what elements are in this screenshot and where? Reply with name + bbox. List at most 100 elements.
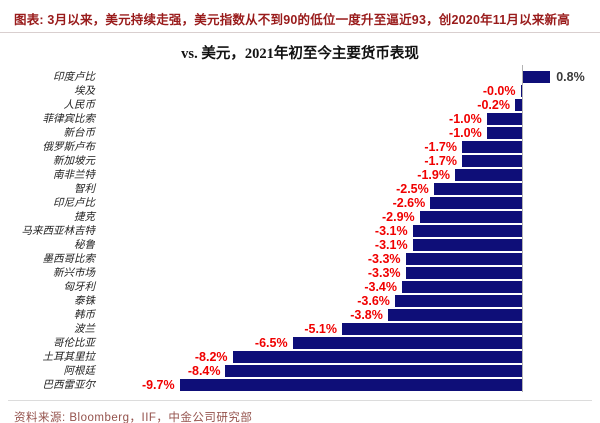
data-bar xyxy=(394,295,522,307)
category-label: 波兰 xyxy=(74,323,95,335)
value-label: -1.9% xyxy=(417,168,450,182)
bar-zone: -3.6% xyxy=(95,294,600,308)
chart-row: 哥伦比亚 -6.5% xyxy=(0,336,600,350)
bar-zone: -3.1% xyxy=(95,238,600,252)
value-label: -8.2% xyxy=(194,350,228,364)
data-bar xyxy=(341,323,522,335)
value-label: -1.7% xyxy=(424,154,457,168)
value-label: -3.1% xyxy=(374,238,408,252)
category-label: 土耳其里拉 xyxy=(42,351,96,363)
value-label: -1.0% xyxy=(449,112,482,126)
data-bar xyxy=(461,155,522,167)
value-label: -2.5% xyxy=(396,182,429,196)
value-label: -8.4% xyxy=(187,364,221,378)
category-label: 捷克 xyxy=(74,211,95,223)
bar-zone: -6.5% xyxy=(95,336,600,350)
category-label: 俄罗斯卢布 xyxy=(42,141,96,153)
bar-zone: -3.1% xyxy=(95,224,600,238)
category-label: 南非兰特 xyxy=(53,169,95,181)
data-bar xyxy=(401,281,522,293)
category-label: 印尼卢比 xyxy=(53,197,95,209)
data-bar xyxy=(514,99,522,111)
category-label: 哥伦比亚 xyxy=(53,337,95,349)
category-label: 阿根廷 xyxy=(63,365,96,377)
chart-row: 韩币 -3.8% xyxy=(0,308,600,322)
value-label: -1.7% xyxy=(424,140,457,154)
chart-row: 菲律宾比索 -1.0% xyxy=(0,112,600,126)
bar-zone: -0.0% xyxy=(95,84,600,98)
data-bar xyxy=(461,141,522,153)
data-bar xyxy=(486,127,522,139)
data-bar xyxy=(412,225,522,237)
bar-zone: -2.9% xyxy=(95,210,600,224)
data-bar xyxy=(179,379,522,391)
chart-row: 新台币 -1.0% xyxy=(0,126,600,140)
data-bar xyxy=(454,169,522,181)
category-label: 新台币 xyxy=(63,127,96,139)
chart-row: 阿根廷 -8.4% xyxy=(0,364,600,378)
chart-rows: 印度卢比 0.8% 埃及 -0.0% 人民币 -0.2% 菲律宾比索 -1.0% 新台币 -1.0… xyxy=(0,65,600,392)
value-label: -6.5% xyxy=(254,336,288,350)
data-bar xyxy=(405,253,522,265)
figure-header: 图表: 3月以来，美元持续走强，美元指数从不到90的低位一度升至逼近93，创20… xyxy=(0,0,600,33)
bar-zone: -3.8% xyxy=(95,308,600,322)
category-label: 埃及 xyxy=(74,85,95,97)
chart-row: 匈牙利 -3.4% xyxy=(0,280,600,294)
chart-row: 俄罗斯卢布 -1.7% xyxy=(0,140,600,154)
bar-zone: -3.4% xyxy=(95,280,600,294)
data-bar xyxy=(292,337,522,349)
category-label: 马来西亚林吉特 xyxy=(21,225,96,237)
value-label: -2.9% xyxy=(381,210,415,224)
category-label: 泰铢 xyxy=(74,295,95,307)
chart-row: 泰铢 -3.6% xyxy=(0,294,600,308)
value-label: -0.2% xyxy=(477,98,510,112)
data-bar xyxy=(522,71,551,83)
chart-row: 墨西哥比索 -3.3% xyxy=(0,252,600,266)
category-label: 菲律宾比索 xyxy=(42,113,96,125)
data-bar xyxy=(225,365,522,377)
bar-zone: -1.9% xyxy=(95,168,600,182)
bar-zone: -8.2% xyxy=(95,350,600,364)
chart-row: 埃及 -0.0% xyxy=(0,84,600,98)
bar-zone: -0.2% xyxy=(95,98,600,112)
chart-row: 新加坡元 -1.7% xyxy=(0,154,600,168)
category-label: 新兴市场 xyxy=(53,267,95,279)
chart-row: 印度卢比 0.8% xyxy=(0,70,600,84)
bar-zone: -3.3% xyxy=(95,266,600,280)
chart-row: 新兴市场 -3.3% xyxy=(0,266,600,280)
chart-title: vs. 美元，2021年初至今主要货币表现 xyxy=(181,46,419,62)
category-label: 秘鲁 xyxy=(74,239,95,251)
category-label: 人民币 xyxy=(63,99,96,111)
chart-row: 智利 -2.5% xyxy=(0,182,600,196)
data-bar xyxy=(486,113,522,125)
bar-chart: 印度卢比 0.8% 埃及 -0.0% 人民币 -0.2% 菲律宾比索 -1.0% 新台币 -1.0… xyxy=(0,65,600,392)
chart-row: 人民币 -0.2% xyxy=(0,98,600,112)
chart-row: 巴西雷亚尔 -9.7% xyxy=(0,378,600,392)
bar-zone: -1.7% xyxy=(95,140,600,154)
value-label: -3.3% xyxy=(367,266,401,280)
chart-row: 捷克 -2.9% xyxy=(0,210,600,224)
value-label: -0.0% xyxy=(482,84,516,98)
bar-zone: -8.4% xyxy=(95,364,600,378)
category-label: 印度卢比 xyxy=(53,71,95,83)
value-label: -3.3% xyxy=(367,252,401,266)
data-bar xyxy=(419,211,522,223)
bar-zone: -2.6% xyxy=(95,196,600,210)
data-bar xyxy=(412,239,522,251)
zero-axis-line xyxy=(522,65,523,392)
bar-zone: -2.5% xyxy=(95,182,600,196)
data-bar xyxy=(520,85,522,97)
bar-zone: -3.3% xyxy=(95,252,600,266)
category-label: 新加坡元 xyxy=(53,155,95,167)
chart-row: 波兰 -5.1% xyxy=(0,322,600,336)
value-label: -1.0% xyxy=(449,126,482,140)
data-bar xyxy=(433,183,522,195)
value-label: -3.8% xyxy=(350,308,383,322)
category-label: 智利 xyxy=(74,183,95,195)
value-label: 0.8% xyxy=(556,70,585,84)
category-label: 匈牙利 xyxy=(63,281,96,293)
source-note: 资料来源: Bloomberg，IIF，中金公司研究部 xyxy=(14,412,253,423)
bar-zone: -9.7% xyxy=(95,378,600,392)
bar-zone: -1.0% xyxy=(95,112,600,126)
